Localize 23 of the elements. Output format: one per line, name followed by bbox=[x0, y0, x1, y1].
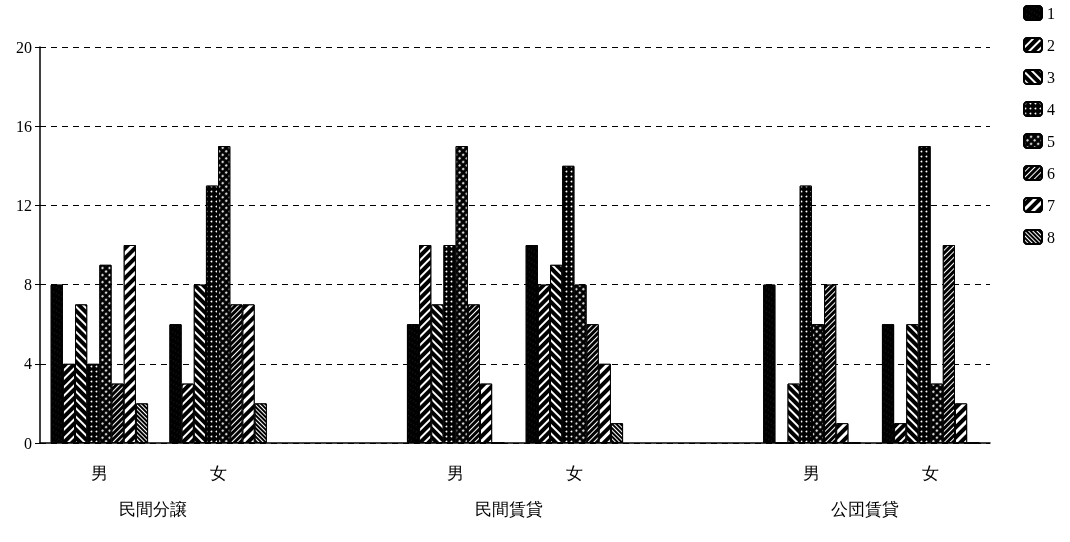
y-tick-label: 4 bbox=[24, 355, 32, 373]
legend-label: 2 bbox=[1047, 36, 1055, 54]
legend-label: 6 bbox=[1047, 164, 1055, 182]
x-tick-label: 男 bbox=[447, 464, 465, 483]
legend-label: 8 bbox=[1047, 228, 1055, 246]
y-tick-label: 20 bbox=[16, 38, 32, 56]
text: 民間分譲 bbox=[118, 500, 187, 519]
x-tick-label: 男 bbox=[803, 464, 821, 483]
x-tick-label: 女 bbox=[922, 464, 940, 483]
text: 公団賃貸 bbox=[831, 500, 900, 519]
x-tick-label: 女 bbox=[565, 464, 583, 483]
legend-label: 3 bbox=[1047, 68, 1055, 86]
text: 民間賃貸 bbox=[475, 500, 543, 519]
legend-label: 1 bbox=[1047, 4, 1055, 22]
y-tick-label: 16 bbox=[16, 117, 32, 135]
legend-label: 7 bbox=[1047, 196, 1055, 214]
x-tick-label: 女 bbox=[209, 464, 227, 483]
x-tick-label: 男 bbox=[90, 464, 108, 483]
y-tick-label: 8 bbox=[24, 276, 32, 294]
legend-label: 4 bbox=[1047, 100, 1055, 118]
legend-label: 5 bbox=[1047, 132, 1055, 150]
y-tick-label: 0 bbox=[24, 434, 32, 452]
y-tick-label: 12 bbox=[16, 196, 32, 214]
